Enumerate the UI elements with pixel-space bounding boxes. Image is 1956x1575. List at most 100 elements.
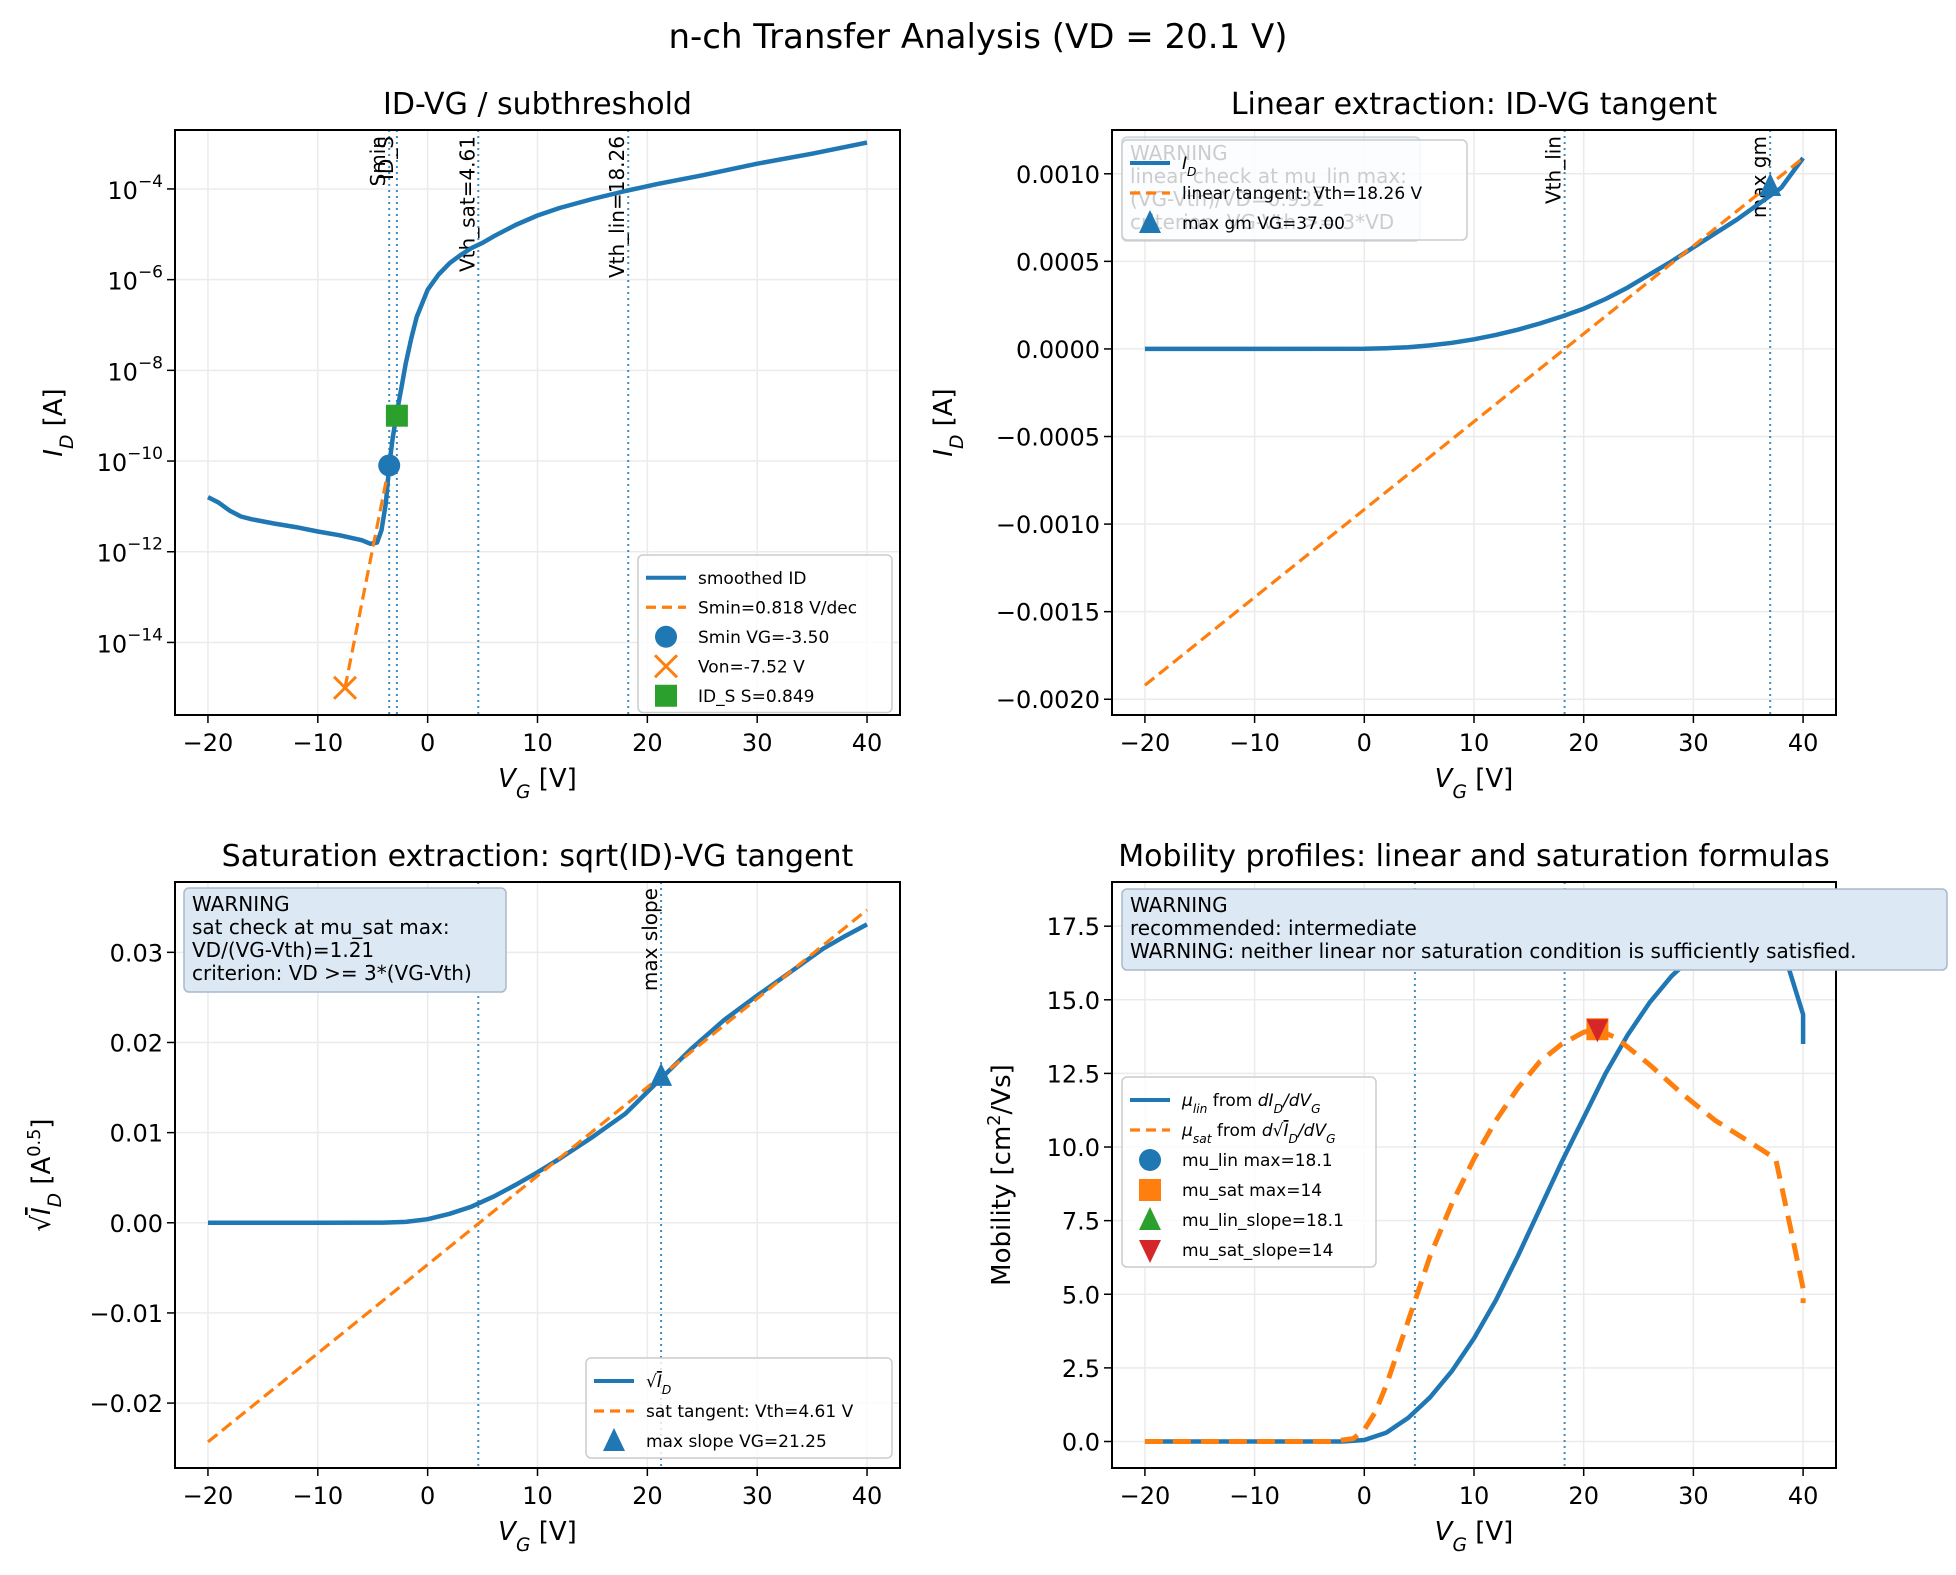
legend-swatch-triangle-down: [1139, 1240, 1161, 1263]
warning-note-line: WARNING: [192, 892, 290, 916]
warning-note-line: recommended: intermediate: [1130, 916, 1417, 940]
y-tick-label: 10−4: [107, 172, 163, 205]
vline-label: Vth_lin: [1542, 136, 1566, 204]
vline-label: Smin: [366, 136, 390, 186]
y-tick-label: 0.0: [1062, 1428, 1100, 1456]
x-tick-label: 40: [1788, 729, 1819, 757]
figure-suptitle: n-ch Transfer Analysis (VD = 20.1 V): [668, 17, 1287, 57]
x-axis-label: VG [V]: [498, 1517, 577, 1556]
warning-note-line: criterion: VD >= 3*(VG-Vth): [192, 961, 472, 985]
legend-box: [637, 554, 893, 714]
y-axis-label: ID [A]: [39, 388, 78, 456]
y-tick-label: 0.00: [110, 1210, 163, 1238]
legend-label: Von=-7.52 V: [698, 657, 805, 677]
legend-swatch-square: [655, 684, 677, 707]
y-tick-label: −0.01: [89, 1300, 163, 1328]
y-tick-label: 10−12: [97, 535, 163, 568]
legend-swatch-triangle-up: [1139, 210, 1161, 233]
series-line-orange: [206, 908, 869, 1444]
x-tick-label: 20: [632, 1482, 663, 1510]
series-line-orange: [1143, 156, 1805, 687]
legend-label: ID_S S=0.849: [698, 687, 815, 707]
series-line-blue: [1144, 156, 1805, 352]
vline-label: ID_S: [374, 136, 398, 180]
legend-label: μlin from dID/dVG: [1181, 1091, 1321, 1116]
vline-label: max slope: [638, 888, 662, 991]
y-tick-label: 15.0: [1047, 987, 1100, 1015]
legend-swatch-x: [653, 654, 679, 679]
legend-box: [1121, 139, 1468, 241]
x-tick-label: −10: [1229, 1482, 1280, 1510]
y-axis-label: √ID [A0.5]: [25, 1118, 66, 1231]
marker-x-stroke: [653, 654, 679, 679]
warning-note-line: WARNING: neither linear nor saturation c…: [1130, 939, 1857, 963]
legend-label: linear tangent: Vth=18.26 V: [1182, 184, 1423, 204]
y-tick-label: −0.0005: [996, 424, 1100, 452]
x-tick-label: −10: [292, 1482, 343, 1510]
legend-label: ID: [1182, 154, 1196, 179]
y-tick-label: 7.5: [1062, 1208, 1100, 1236]
x-tick-label: 10: [1459, 729, 1490, 757]
legend-label: √ID: [646, 1372, 671, 1397]
plot-area: [206, 908, 869, 1444]
x-tick-label: −20: [1120, 729, 1171, 757]
x-tick-label: 30: [742, 729, 773, 757]
legend-box: [585, 1357, 893, 1459]
legend-label: max slope VG=21.25: [646, 1432, 827, 1452]
y-tick-label: −0.0020: [996, 686, 1100, 714]
legend-label: mu_lin max=18.1: [1182, 1151, 1333, 1171]
warning-note-line: WARNING: [1130, 893, 1228, 917]
legend-swatch-circle: [1139, 1149, 1161, 1171]
x-tick-label: 20: [1568, 1482, 1599, 1510]
x-tick-label: 10: [522, 729, 553, 757]
y-tick-label: 0.02: [110, 1029, 163, 1057]
series-line-orange: [1144, 1026, 1806, 1444]
axes-title: Mobility profiles: linear and saturation…: [1118, 839, 1830, 874]
y-axis-label: Mobility [cm2/Vs]: [985, 1064, 1017, 1286]
y-axis-label: ID [A]: [929, 388, 968, 456]
legend-swatch-triangle-up: [603, 1428, 625, 1451]
legend-label: sat tangent: Vth=4.61 V: [646, 1402, 854, 1422]
x-axis-label: VG [V]: [1435, 764, 1514, 803]
x-axis-label: VG [V]: [1435, 1517, 1514, 1556]
y-tick-label: 5.0: [1062, 1281, 1100, 1309]
y-tick-label: 10−6: [107, 263, 163, 296]
axes-frame: [174, 881, 901, 1469]
legend-label: Smin VG=-3.50: [698, 628, 829, 648]
legend-label: smoothed ID: [698, 569, 806, 589]
x-tick-label: 20: [632, 729, 663, 757]
series-line-blue: [206, 140, 868, 547]
y-tick-label: 0.0010: [1016, 161, 1100, 189]
x-axis-label: VG [V]: [498, 764, 577, 803]
y-tick-label: 10−14: [97, 625, 163, 658]
y-tick-label: 0.03: [110, 939, 163, 967]
marker-x: [332, 675, 358, 700]
x-tick-label: 40: [1788, 1482, 1819, 1510]
plot-area: [1143, 156, 1805, 687]
y-tick-label: 2.5: [1062, 1355, 1100, 1383]
panel-subthreshold: −20 −10 0 10 20 30 40 10−4 10−6 10−8 10−10 10−12 10−…: [39, 87, 901, 803]
axes-frame: [174, 129, 901, 716]
marker-circle: [378, 454, 401, 477]
marker-square: [385, 404, 408, 427]
axes-frame: [1111, 881, 1837, 1469]
x-tick-label: 30: [1678, 729, 1709, 757]
y-tick-label: 17.5: [1047, 913, 1100, 941]
x-tick-label: 0: [420, 1482, 435, 1510]
y-tick-label: −0.0010: [996, 511, 1100, 539]
legend-swatch-triangle-up: [1139, 1207, 1161, 1230]
warning-note-line: VD/(VG-Vth)=1.21: [192, 938, 374, 962]
legend-label: mu_lin_slope=18.1: [1182, 1211, 1344, 1231]
y-tick-label: 0.0005: [1016, 248, 1100, 276]
y-tick-label: −0.0015: [996, 599, 1100, 627]
axes-title: ID-VG / subthreshold: [383, 87, 692, 122]
plot-area: [206, 140, 868, 700]
x-tick-label: 40: [852, 1482, 883, 1510]
legend-swatch-square: [1139, 1179, 1161, 1201]
marker-triangle-up: [1759, 173, 1782, 197]
vline-label: Vth_lin=18.26: [605, 136, 629, 278]
y-tick-label: −0.02: [89, 1390, 163, 1418]
legend-label: Smin=0.818 V/dec: [698, 598, 857, 618]
marker-x-stroke: [332, 675, 358, 700]
series-line-orange: [343, 465, 391, 689]
